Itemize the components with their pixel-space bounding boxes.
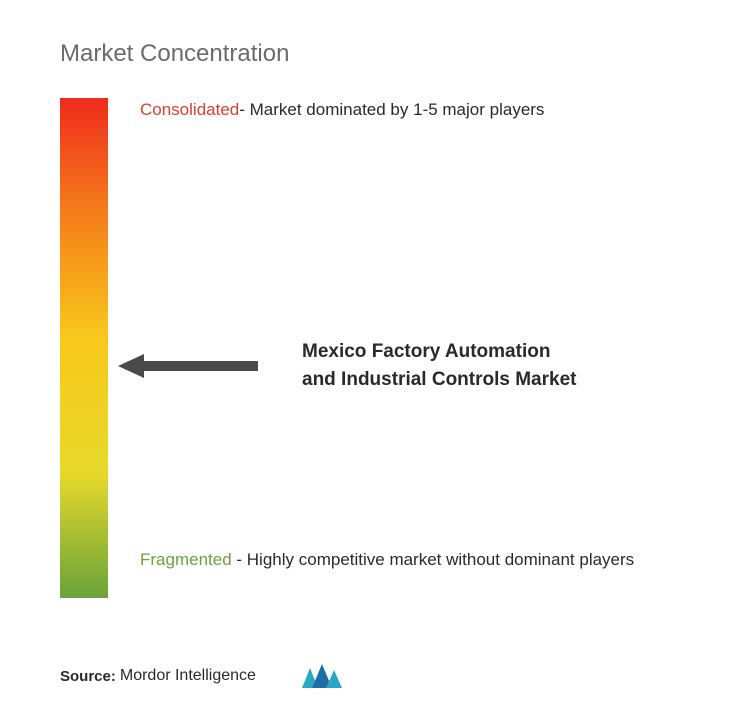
source-name: Mordor Intelligence (120, 667, 256, 685)
market-name-line1: Mexico Factory Automation (302, 341, 550, 362)
consolidated-description: - Market dominated by 1-5 major players (239, 100, 544, 119)
market-name: Mexico Factory Automation and Industrial… (302, 338, 576, 393)
consolidated-keyword: Consolidated (140, 100, 239, 119)
gradient-rect (60, 98, 108, 598)
arrow-left-icon (118, 351, 258, 381)
pointer-row: Mexico Factory Automation and Industrial… (118, 338, 576, 393)
fragmented-keyword: Fragmented (140, 550, 232, 569)
consolidated-label-row: Consolidated- Market dominated by 1-5 ma… (140, 98, 544, 122)
arrow-polygon (118, 354, 258, 378)
logo-peak-3 (326, 670, 342, 688)
source-label: Source: (60, 668, 116, 685)
page-title: Market Concentration (60, 40, 675, 68)
mordor-logo-icon (300, 662, 344, 690)
infographic-container: Market Concentration Consolidated- Marke… (0, 0, 735, 720)
market-name-line2: and Industrial Controls Market (302, 369, 576, 390)
fragmented-description: - Highly competitive market without domi… (232, 550, 635, 569)
fragmented-label-row: Fragmented - Highly competitive market w… (140, 546, 634, 573)
content-area: Consolidated- Market dominated by 1-5 ma… (60, 98, 675, 618)
concentration-gradient-bar (60, 98, 108, 598)
source-footer: Source: Mordor Intelligence (60, 662, 344, 690)
